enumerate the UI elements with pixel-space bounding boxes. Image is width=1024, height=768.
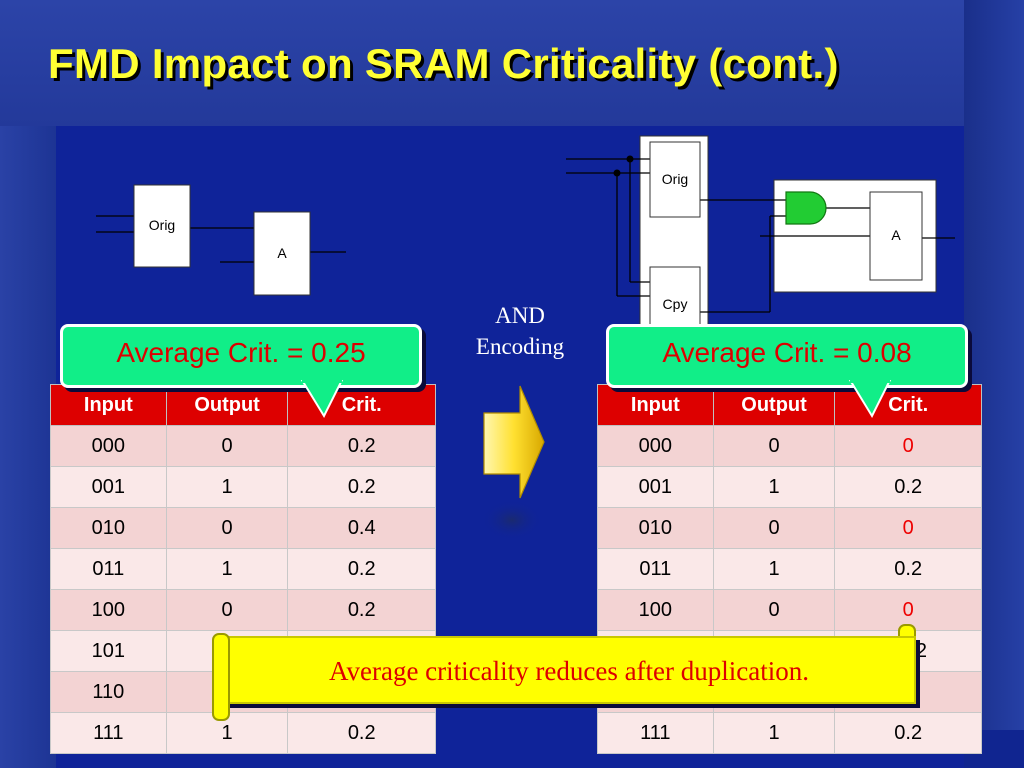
output-cell: 0 — [712, 589, 836, 631]
right-arrow-icon — [480, 380, 550, 550]
input-cell: 001 — [597, 466, 714, 508]
orig-label: Orig — [149, 217, 175, 233]
table-row: 000 0 0 — [597, 425, 982, 467]
input-cell: 111 — [50, 712, 167, 754]
crit-cell: 0.2 — [834, 548, 982, 590]
crit-cell-reduced: 0 — [834, 507, 982, 549]
encoding-label: AND Encoding — [462, 300, 578, 362]
crit-cell: 0.2 — [287, 712, 436, 754]
crit-cell: 0.2 — [287, 425, 436, 467]
output-cell: 0 — [165, 507, 289, 549]
gate-block — [253, 211, 311, 296]
encoding-label-line2: Encoding — [475, 334, 565, 359]
input-cell: 110 — [50, 671, 167, 713]
column-header-input: Input — [50, 384, 167, 426]
table-row: 011 1 0.2 — [50, 548, 436, 590]
table-row: 010 0 0.4 — [50, 507, 436, 549]
input-cell: 100 — [597, 589, 714, 631]
crit-cell: 0.4 — [287, 507, 436, 549]
crit-cell: 0.2 — [834, 712, 982, 754]
right-average-callout: Average Crit. = 0.08 — [606, 324, 968, 388]
orig-block — [133, 184, 191, 268]
table-row: 100 0 0.2 — [50, 589, 436, 631]
scroll-curl — [212, 633, 230, 721]
table-header-row: Input Output Crit. — [50, 384, 436, 426]
table-row: 111 1 0.2 — [50, 712, 436, 754]
left-average-callout: Average Crit. = 0.25 — [60, 324, 422, 388]
table-row: 100 0 0 — [597, 589, 982, 631]
left-circuit-diagram: Orig A — [96, 184, 356, 304]
crit-cell: 0.2 — [834, 466, 982, 508]
input-cell: 000 — [597, 425, 714, 467]
orig-label: Orig — [662, 171, 688, 187]
junction-dot — [626, 155, 634, 163]
input-cell: 010 — [597, 507, 714, 549]
table-row: 001 1 0.2 — [50, 466, 436, 508]
junction-dot — [613, 169, 621, 177]
column-header-output: Output — [712, 384, 836, 426]
copy-label: Cpy — [663, 296, 688, 312]
output-cell: 0 — [712, 425, 836, 467]
column-header-input: Input — [597, 384, 714, 426]
crit-cell: 0.2 — [287, 548, 436, 590]
output-cell: 1 — [165, 548, 289, 590]
output-cell: 1 — [712, 548, 836, 590]
left-band — [0, 126, 56, 768]
table-row: 000 0 0.2 — [50, 425, 436, 467]
output-cell: 0 — [165, 425, 289, 467]
input-cell: 111 — [597, 712, 714, 754]
crit-cell: 0.2 — [287, 589, 436, 631]
table-row: 010 0 0 — [597, 507, 982, 549]
input-cell: 001 — [50, 466, 167, 508]
slide-title: FMD Impact on SRAM Criticality (cont.) — [48, 40, 839, 87]
callout-tail — [848, 379, 908, 425]
gate-label: A — [891, 227, 901, 243]
output-cell: 0 — [712, 507, 836, 549]
input-cell: 101 — [50, 630, 167, 672]
output-cell: 1 — [165, 466, 289, 508]
column-header-output: Output — [165, 384, 289, 426]
input-cell: 010 — [50, 507, 167, 549]
encoding-label-line1: AND — [495, 303, 545, 328]
input-cell: 011 — [50, 548, 167, 590]
and-gate-icon — [785, 191, 827, 225]
orig-block — [649, 141, 701, 218]
table-row: 111 1 0.2 — [597, 712, 982, 754]
crit-cell: 0.2 — [287, 466, 436, 508]
gate-label: A — [277, 245, 287, 261]
title-band — [0, 0, 964, 126]
table-row: 001 1 0.2 — [597, 466, 982, 508]
gate-block — [869, 191, 923, 281]
crit-cell-reduced: 0 — [834, 425, 982, 467]
output-cell: 0 — [165, 589, 289, 631]
table-header-row: Input Output Crit. — [597, 384, 982, 426]
input-cell: 011 — [597, 548, 714, 590]
left-truth-table: Input Output Crit. 000 0 0.2 001 1 0.2 010 0 0… — [50, 384, 436, 754]
output-cell: 1 — [712, 712, 836, 754]
right-circuit-diagram: Orig Cpy A — [560, 132, 960, 332]
output-cell: 1 — [712, 466, 836, 508]
conclusion-banner: Average criticality reduces after duplic… — [222, 636, 916, 704]
table-row: 011 1 0.2 — [597, 548, 982, 590]
callout-tail — [300, 379, 360, 425]
input-cell: 000 — [50, 425, 167, 467]
input-cell: 100 — [50, 589, 167, 631]
copy-block — [649, 266, 701, 328]
